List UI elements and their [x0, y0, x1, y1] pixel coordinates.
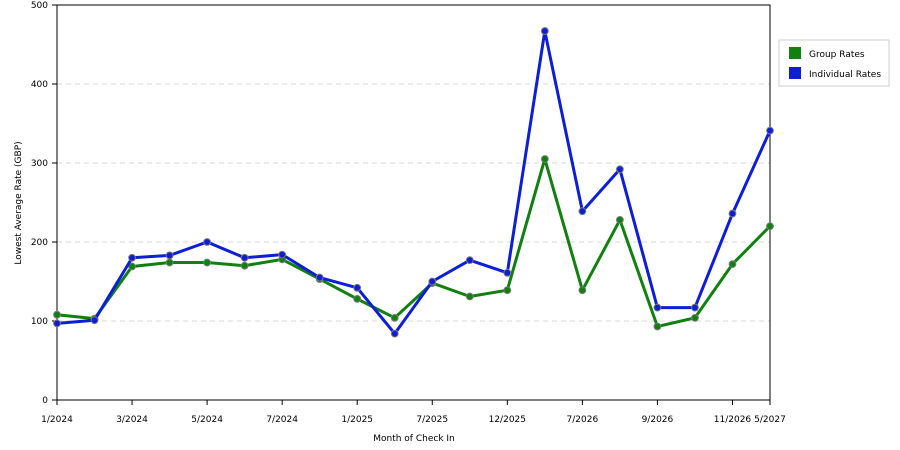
plot-frame: [56, 4, 771, 401]
x-tick-label: 5/2024: [191, 415, 223, 425]
data-point-individual-rates: [428, 277, 437, 286]
data-point-individual-rates: [728, 209, 737, 218]
series-group: [53, 27, 774, 338]
x-tick-label: 5/2027: [754, 415, 786, 425]
data-point-individual-rates: [653, 303, 662, 312]
data-point-group-rates: [390, 313, 399, 322]
series-line-individual-rates: [56, 29, 772, 336]
data-point-group-rates: [353, 294, 362, 303]
data-point-group-rates: [540, 155, 549, 163]
series-line-group-rates: [56, 157, 772, 328]
x-axis-ticks: 1/2024 3/2024 5/2024 7/2024 1/2025 7/2025 12/2…: [41, 400, 786, 425]
axes: [56, 4, 771, 401]
legend-swatch-individual-rates: [789, 67, 801, 79]
data-point-individual-rates: [203, 238, 212, 246]
x-tick-label: 3/2024: [116, 415, 148, 425]
data-point-individual-rates: [128, 253, 136, 262]
data-point-individual-rates: [503, 268, 512, 277]
legend-label-individual-rates: Individual Rates: [809, 70, 881, 80]
data-point-individual-rates: [578, 207, 587, 216]
x-tick-label: 11/2026: [714, 415, 752, 425]
x-tick-label: 12/2025: [489, 415, 526, 425]
data-point-individual-rates: [278, 250, 287, 259]
data-point-individual-rates: [53, 319, 61, 328]
data-point-group-rates: [653, 322, 662, 331]
data-point-individual-rates: [315, 273, 324, 282]
data-point-group-rates: [766, 222, 774, 231]
x-tick-label: 7/2026: [567, 415, 599, 425]
data-point-individual-rates: [615, 165, 624, 174]
data-point-group-rates: [165, 258, 174, 267]
data-point-group-rates: [240, 261, 249, 270]
data-point-group-rates: [128, 262, 136, 271]
legend: Group Rates Individual Rates: [778, 39, 890, 87]
x-tick-label: 1/2025: [341, 415, 373, 425]
legend-swatch-group-rates: [789, 47, 801, 59]
data-point-individual-rates: [465, 256, 474, 265]
data-point-group-rates: [615, 215, 624, 224]
data-point-individual-rates: [90, 316, 99, 325]
grid-lines: [57, 83, 770, 322]
y-axis-ticks: 0 100 200 300 400 500: [31, 1, 57, 406]
data-point-group-rates: [465, 292, 474, 301]
data-point-group-rates: [578, 286, 587, 295]
data-point-individual-rates: [165, 251, 174, 260]
y-axis-title: Lowest Average Rate (GBP): [14, 141, 24, 264]
data-point-individual-rates: [390, 329, 399, 338]
data-point-individual-rates: [766, 126, 774, 135]
x-axis-title: Month of Check In: [373, 434, 455, 444]
data-point-individual-rates: [540, 27, 549, 35]
data-point-group-rates: [53, 310, 61, 319]
y-tick-label: 400: [31, 80, 48, 90]
legend-label-group-rates: Group Rates: [809, 50, 865, 60]
x-tick-label: 7/2025: [416, 415, 448, 425]
y-tick-label: 100: [31, 317, 48, 327]
x-tick-label: 1/2024: [41, 415, 73, 425]
data-point-group-rates: [728, 260, 737, 269]
data-point-individual-rates: [240, 253, 249, 262]
y-tick-label: 500: [31, 1, 48, 11]
y-tick-label: 0: [42, 396, 48, 406]
y-tick-label: 300: [31, 159, 48, 169]
y-tick-label: 200: [31, 238, 48, 248]
data-point-individual-rates: [353, 283, 362, 292]
data-point-group-rates: [503, 286, 512, 295]
data-point-individual-rates: [691, 303, 699, 312]
x-tick-label: 9/2026: [642, 415, 674, 425]
data-point-group-rates: [691, 313, 699, 322]
x-tick-label: 7/2024: [266, 415, 298, 425]
data-point-group-rates: [203, 258, 212, 267]
